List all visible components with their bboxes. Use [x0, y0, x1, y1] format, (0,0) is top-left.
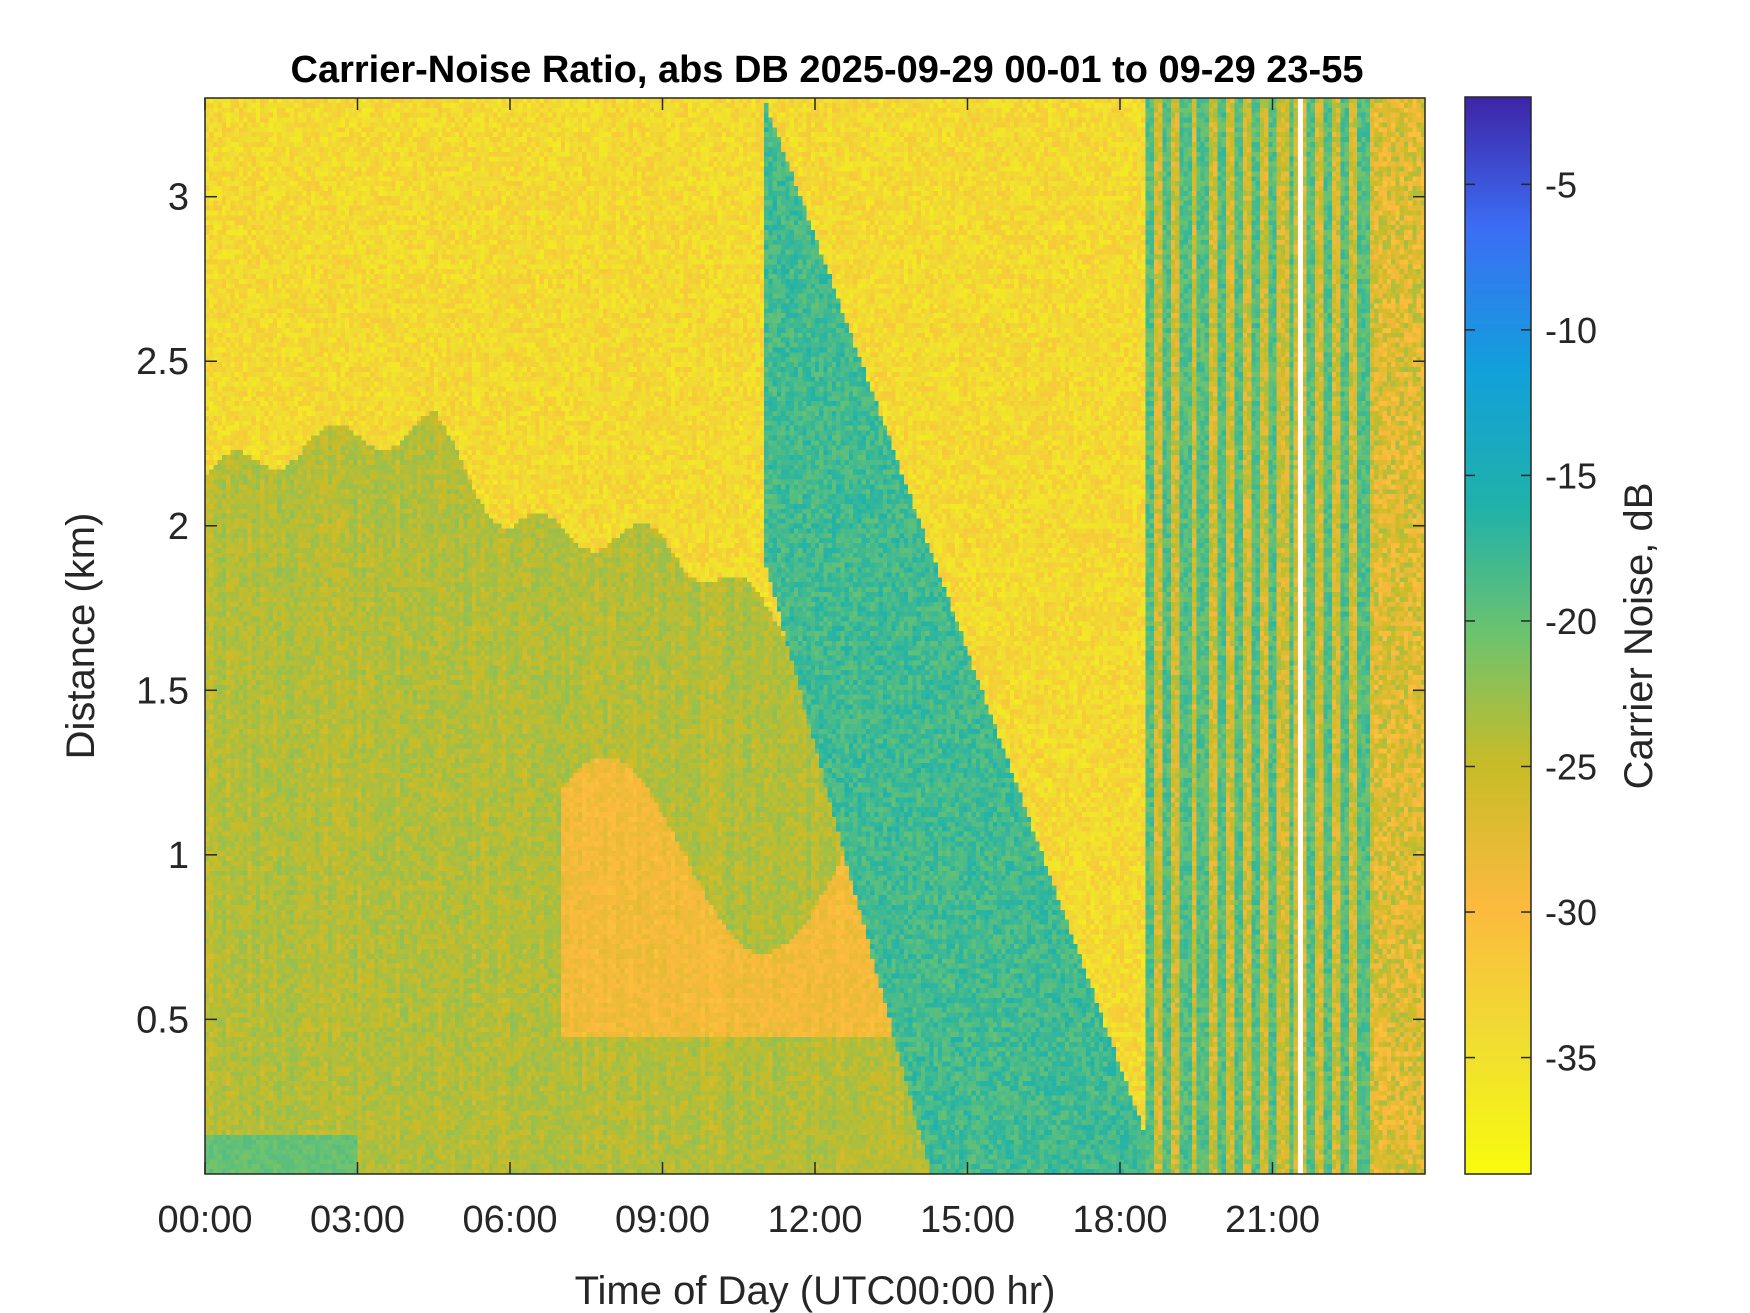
- colorbar-tick-label: -10: [1545, 310, 1597, 351]
- x-axis-label: Time of Day (UTC00:00 hr): [575, 1269, 1056, 1313]
- colorbar-tick-label: -35: [1545, 1038, 1597, 1079]
- colorbar-gradient: [1465, 97, 1531, 1174]
- y-axis-label: Distance (km): [59, 513, 103, 760]
- plot-area: [204, 97, 1426, 1175]
- chart-title: Carrier-Noise Ratio, abs DB 2025-09-29 0…: [291, 49, 1364, 91]
- colorbar-frame: [1464, 96, 1532, 1175]
- colorbar: -5 -10 -15 -20 -25 -30 -35: [1464, 96, 1597, 1175]
- data-gap: [1297, 98, 1303, 1174]
- x-tick-label: 03:00: [310, 1199, 405, 1241]
- colorbar-tick-label: -20: [1545, 601, 1597, 642]
- colorbar-ticks: -5 -10 -15 -20 -25 -30 -35: [1465, 164, 1597, 1079]
- colorbar-label: Carrier Noise, dB: [1617, 483, 1661, 790]
- colorbar-tick-label: -5: [1545, 164, 1577, 205]
- x-tick-label: 15:00: [920, 1199, 1015, 1241]
- heatmap-image: [205, 98, 1425, 1174]
- y-tick-label: 2.5: [136, 341, 189, 383]
- x-tick-label: 00:00: [157, 1199, 252, 1241]
- colorbar-tick-label: -25: [1545, 746, 1597, 787]
- x-tick-label: 12:00: [767, 1199, 862, 1241]
- y-tick-label: 0.5: [136, 999, 189, 1041]
- y-tick-label: 3: [168, 177, 189, 219]
- y-axis: 0.5 1 1.5 2 2.5 3: [136, 177, 1425, 1041]
- colorbar-tick-label: -15: [1545, 455, 1597, 496]
- x-tick-label: 21:00: [1225, 1199, 1320, 1241]
- colorbar-tick-label: -30: [1545, 892, 1597, 933]
- x-axis: 00:00 03:00 06:00 09:00 12:00 15:00 18:00 21:00: [157, 98, 1320, 1241]
- x-tick-label: 18:00: [1072, 1199, 1167, 1241]
- y-tick-label: 1: [168, 835, 189, 877]
- x-tick-label: 09:00: [615, 1199, 710, 1241]
- x-tick-label: 06:00: [462, 1199, 557, 1241]
- y-tick-label: 2: [168, 506, 189, 548]
- y-tick-label: 1.5: [136, 670, 189, 712]
